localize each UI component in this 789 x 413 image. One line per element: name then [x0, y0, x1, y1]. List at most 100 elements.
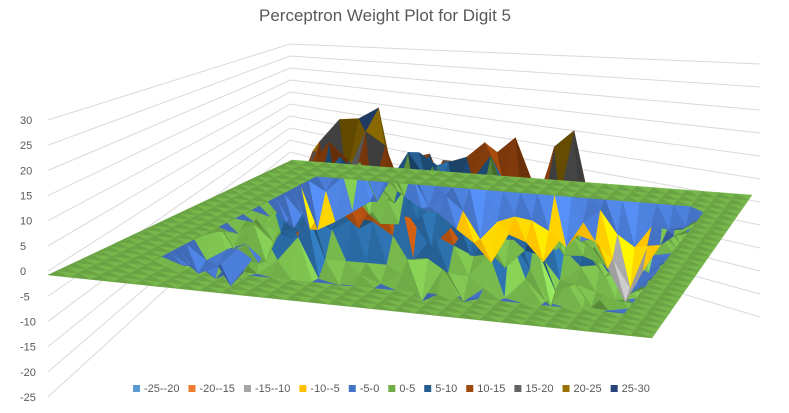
- surface-facet: [157, 241, 179, 249]
- surface-facet: [205, 214, 227, 261]
- surface-facet: [647, 277, 669, 286]
- surface-facet: [548, 179, 566, 187]
- legend-entry: 10-15: [466, 383, 505, 395]
- surface-facet: [664, 188, 683, 196]
- surface-facet: [204, 196, 224, 203]
- surface-facet: [446, 301, 469, 309]
- surface-facet: [273, 163, 293, 170]
- surface-facet: [116, 237, 138, 245]
- surface-facet: [256, 181, 275, 188]
- legend-entry: -15--10: [243, 383, 290, 395]
- surface-facet: [324, 167, 342, 174]
- surface-facet: [520, 187, 538, 195]
- surface-facet: [582, 197, 601, 223]
- surface-facet: [334, 294, 357, 303]
- surface-facet: [171, 223, 192, 230]
- legend-entry: 20-25: [562, 383, 602, 395]
- surface-facet: [148, 245, 170, 253]
- gridline: [47, 43, 761, 121]
- surface-facet: [190, 224, 211, 232]
- surface-facet: [307, 166, 326, 173]
- surface-facet: [239, 190, 259, 197]
- surface-facet: [452, 182, 470, 189]
- surface-facet: [157, 266, 180, 274]
- surface-facet: [149, 271, 172, 278]
- surface-facet: [132, 254, 154, 261]
- surface-facet: [478, 314, 502, 323]
- surface-facet: [359, 262, 382, 285]
- z-tick-label: -25: [20, 392, 36, 404]
- surface-facet: [624, 308, 646, 316]
- surface-facet: [625, 270, 644, 303]
- surface-facet: [469, 183, 487, 191]
- surface-facet: [634, 201, 653, 248]
- surface-facet: [339, 260, 361, 286]
- surface-facet: [431, 294, 453, 302]
- surface-facet: [677, 194, 695, 202]
- surface-facet: [120, 273, 143, 280]
- surface-facet: [355, 297, 378, 305]
- surface-facet: [641, 315, 663, 323]
- z-tick-label: 20: [20, 165, 32, 177]
- surface-facet: [197, 259, 219, 274]
- surface-facet: [290, 236, 313, 283]
- surface-facet: [64, 262, 87, 270]
- surface-facet: [270, 259, 292, 280]
- surface-facet: [352, 162, 371, 213]
- surface-facet: [398, 301, 421, 309]
- legend-entry: -10--5: [299, 383, 340, 395]
- gridline: [47, 115, 761, 272]
- surface-facet: [559, 185, 577, 193]
- surface-facet: [120, 248, 142, 255]
- surface-facet: [595, 316, 617, 324]
- surface-facet: [548, 195, 567, 248]
- surface-facet: [687, 227, 706, 235]
- surface-facet: [308, 176, 326, 192]
- legend-swatch: [562, 385, 570, 392]
- legend-swatch: [133, 385, 140, 392]
- surface-facet: [691, 222, 710, 230]
- surface-facet: [526, 314, 549, 322]
- surface-facet: [462, 188, 481, 240]
- surface-facet: [179, 219, 200, 226]
- surface-facet: [212, 192, 232, 199]
- surface-facet: [312, 292, 335, 300]
- surface-facet: [234, 214, 255, 223]
- z-tick-label: 15: [20, 191, 32, 203]
- surface-facet: [465, 173, 483, 180]
- gridline: [47, 103, 761, 247]
- surface-facet: [290, 174, 309, 181]
- surface-facet: [173, 233, 195, 240]
- surface-facet: [466, 142, 486, 180]
- legend-entry: 0-5: [388, 383, 415, 395]
- surface-facet: [525, 268, 547, 302]
- surface-facet: [170, 273, 193, 281]
- surface-facet: [565, 323, 588, 332]
- surface-facet: [248, 286, 271, 294]
- surface-facet: [386, 235, 408, 265]
- surface-facet: [245, 223, 267, 262]
- surface-facet: [498, 176, 516, 183]
- surface-facet: [123, 258, 146, 266]
- surface-facet: [483, 254, 505, 299]
- surface-facet: [548, 316, 571, 325]
- surface-facet: [678, 264, 699, 272]
- surface-facet: [637, 320, 660, 328]
- surface-facet: [473, 298, 495, 306]
- z-tick-label: 30: [20, 115, 32, 127]
- legend-entry: -5-0: [348, 383, 379, 395]
- surface-facet: [531, 309, 554, 318]
- surface-facet: [401, 178, 419, 185]
- surface-facet: [595, 209, 614, 260]
- surface-facet: [306, 297, 329, 305]
- surface-facet: [345, 218, 367, 263]
- surface-facet: [679, 237, 699, 245]
- z-tick-label: 5: [20, 241, 26, 253]
- surface-facet: [230, 194, 250, 201]
- surface-facet: [169, 213, 190, 220]
- surface-facet: [478, 287, 501, 301]
- surface-facet: [441, 176, 460, 183]
- surface-facet: [334, 176, 353, 222]
- surface-facet: [376, 299, 399, 307]
